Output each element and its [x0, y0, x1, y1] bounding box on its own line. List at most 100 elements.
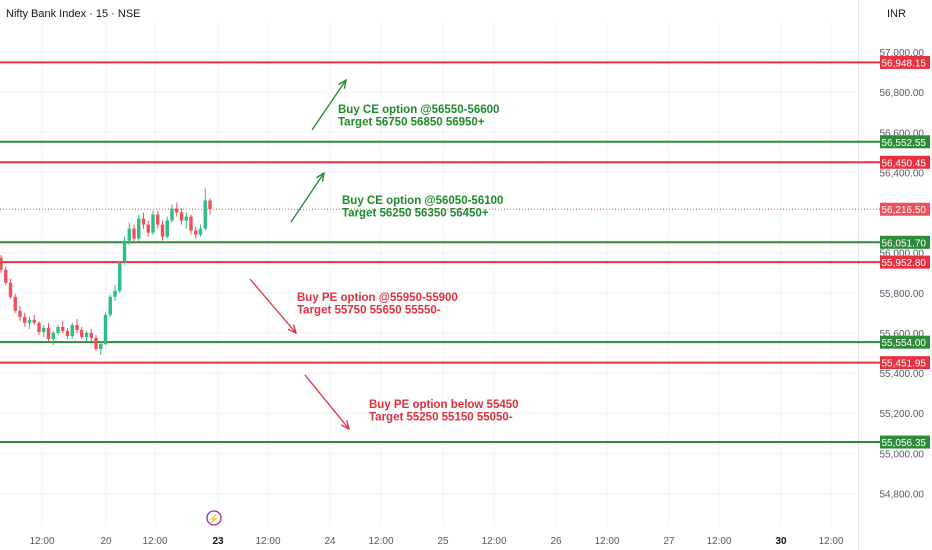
- x-tick-label: 24: [324, 536, 336, 547]
- candle-body: [194, 230, 198, 235]
- candle-body: [0, 257, 3, 270]
- y-tick-label: 54,800.00: [880, 490, 925, 501]
- candle-body: [8, 282, 13, 297]
- candle-body: [70, 324, 74, 336]
- candle-body: [184, 216, 188, 221]
- candle-body: [51, 332, 55, 339]
- candle-body: [80, 329, 84, 337]
- candle-body: [65, 330, 70, 336]
- x-tick-label: 26: [550, 536, 562, 547]
- x-tick-label: 12:00: [368, 536, 393, 547]
- annotation-text: Target 55750 55650 55550-: [297, 305, 441, 317]
- y-tick-label: 56,400.00: [880, 168, 925, 179]
- candle-body: [61, 326, 65, 331]
- y-tick-label: 57,000.00: [880, 48, 925, 59]
- candle-body: [56, 326, 60, 333]
- candle-body: [118, 262, 122, 291]
- y-tick-label: 56,600.00: [880, 128, 925, 139]
- level-tag: [880, 335, 930, 349]
- level-tag: [880, 155, 930, 169]
- candle-body: [42, 327, 46, 332]
- candle-body: [208, 200, 212, 210]
- y-tick-label: 56,000.00: [880, 249, 925, 260]
- annotation-text: Buy PE option below 55450: [369, 399, 519, 411]
- chart-title: Nifty Bank Index · 15 · NSE: [6, 8, 141, 20]
- annotation-text: Target 55250 55150 55050-: [369, 412, 513, 424]
- annotation-arrow: [249, 278, 296, 333]
- candle-body: [75, 324, 79, 330]
- x-tick-label: 23: [212, 536, 224, 547]
- level-tag: [880, 356, 930, 370]
- x-tick-label: 12:00: [255, 536, 280, 547]
- candle-body: [32, 319, 36, 323]
- candle-body: [132, 228, 136, 239]
- level-tag-label: 55,554.00: [882, 338, 927, 349]
- candle-body: [203, 200, 207, 229]
- candle-body: [27, 319, 32, 323]
- candle-body: [99, 343, 103, 350]
- lightning-symbol: ⚡: [208, 513, 219, 525]
- candle-body: [108, 296, 112, 315]
- candle-body: [103, 314, 108, 344]
- candle-body: [18, 310, 22, 317]
- candle-body: [37, 322, 41, 332]
- level-tag-label: 55,952.80: [882, 258, 927, 269]
- candle-body: [165, 220, 169, 237]
- currency-label: INR: [887, 8, 906, 20]
- candle-body: [156, 214, 160, 225]
- level-tag: [880, 135, 930, 149]
- candle-body: [160, 224, 165, 237]
- candle-body: [113, 290, 117, 297]
- candle-body: [127, 228, 131, 241]
- annotation-text: Target 56750 56850 56950+: [338, 117, 485, 129]
- x-tick-label: 20: [100, 536, 112, 547]
- level-tag-label: 55,056.35: [882, 438, 927, 449]
- x-tick-label: 12:00: [142, 536, 167, 547]
- level-tag-label: 56,450.45: [882, 158, 927, 169]
- candle-body: [179, 212, 184, 221]
- candle-body: [89, 332, 93, 338]
- annotation-text: Target 56250 56350 56450+: [342, 208, 489, 220]
- lightning-icon: [206, 510, 222, 526]
- y-tick-label: 55,800.00: [880, 289, 925, 300]
- candle-body: [141, 218, 146, 225]
- candle-body: [175, 208, 179, 213]
- candle-body: [151, 214, 155, 233]
- candle-body: [137, 218, 141, 239]
- candle-body: [23, 316, 27, 323]
- candle-body: [122, 240, 127, 263]
- annotation-text: Buy CE option @56550-56600: [338, 104, 499, 116]
- candle-body: [170, 208, 174, 221]
- last-price-tag: [880, 202, 930, 216]
- annotation-arrow: [304, 374, 349, 429]
- candle-body: [84, 332, 89, 337]
- level-tag-label: 56,552.55: [882, 138, 927, 149]
- candle-body: [146, 224, 150, 233]
- y-tick-label: 55,400.00: [880, 369, 925, 380]
- y-tick-label: 55,000.00: [880, 449, 925, 460]
- level-tag-label: 56,051.70: [882, 238, 927, 249]
- annotation-arrow: [290, 173, 324, 223]
- level-tag: [880, 435, 930, 449]
- annotation-text: Buy PE option @55950-55900: [297, 292, 458, 304]
- x-tick-label: 12:00: [818, 536, 843, 547]
- x-tick-label: 12:00: [481, 536, 506, 547]
- candle-body: [46, 327, 51, 339]
- level-tag-label: 55,451.95: [882, 359, 927, 370]
- y-tick-label: 55,200.00: [880, 409, 925, 420]
- annotation-text: Buy CE option @56050-56100: [342, 195, 503, 207]
- level-tag: [880, 235, 930, 249]
- x-tick-label: 27: [663, 536, 675, 547]
- annotation-arrow: [311, 80, 346, 131]
- level-tag: [880, 255, 930, 269]
- candle-body: [198, 228, 203, 235]
- x-tick-label: 25: [437, 536, 449, 547]
- candle-body: [4, 269, 8, 283]
- candle-body: [13, 296, 17, 311]
- y-tick-label: 56,800.00: [880, 88, 925, 99]
- x-tick-label: 12:00: [594, 536, 619, 547]
- last-price-label: 56,216.50: [882, 205, 927, 216]
- x-tick-label: 12:00: [29, 536, 54, 547]
- level-tag: [880, 55, 930, 69]
